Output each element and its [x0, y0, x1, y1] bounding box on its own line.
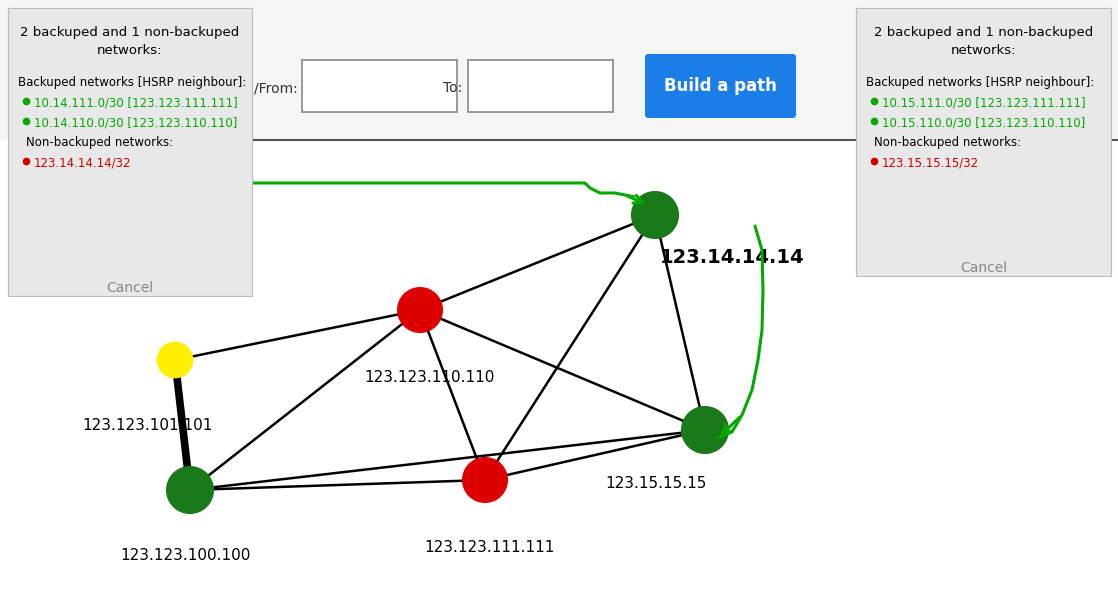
Text: 123.123.100.100: 123.123.100.100 — [120, 548, 250, 563]
Bar — [468, 60, 613, 112]
Point — [411, 305, 429, 315]
Text: 123.123.101.101: 123.123.101.101 — [83, 418, 214, 433]
Point — [646, 211, 664, 220]
Point — [697, 425, 714, 435]
Text: To:: To: — [443, 81, 462, 95]
Text: Build a path: Build a path — [664, 77, 777, 95]
Text: 123.14.14.14/32: 123.14.14.14/32 — [34, 156, 132, 169]
Text: 123.15.15.15: 123.15.15.15 — [605, 476, 707, 491]
Text: 123.15.15.15/32: 123.15.15.15/32 — [882, 156, 979, 169]
Bar — [856, 8, 1111, 276]
Text: Backuped networks [HSRP neighbour]:: Backuped networks [HSRP neighbour]: — [866, 76, 1095, 89]
Text: Cancel: Cancel — [960, 261, 1007, 275]
Text: 2 backuped and 1 non-backuped: 2 backuped and 1 non-backuped — [20, 26, 239, 39]
Text: /From:: /From: — [254, 81, 299, 95]
Text: 10.14.111.0/30 [123.123.111.111]: 10.14.111.0/30 [123.123.111.111] — [34, 96, 238, 109]
Point — [476, 475, 494, 484]
Text: 123.123.111.111: 123.123.111.111 — [425, 540, 556, 555]
Point — [167, 355, 184, 365]
Text: Non-backuped networks:: Non-backuped networks: — [874, 136, 1021, 149]
Text: 2 backuped and 1 non-backuped: 2 backuped and 1 non-backuped — [874, 26, 1093, 39]
Bar — [8, 8, 252, 296]
Text: 123.123.110.110: 123.123.110.110 — [364, 370, 495, 385]
FancyBboxPatch shape — [645, 54, 796, 118]
Text: 123.14.14.14: 123.14.14.14 — [660, 248, 805, 267]
Point — [181, 485, 199, 495]
Text: networks:: networks: — [950, 44, 1016, 57]
Text: 10.14.110.0/30 [123.123.110.110]: 10.14.110.0/30 [123.123.110.110] — [34, 116, 237, 129]
Bar — [302, 60, 457, 112]
Text: Cancel: Cancel — [106, 281, 153, 295]
Text: 10.15.110.0/30 [123.123.110.110]: 10.15.110.0/30 [123.123.110.110] — [882, 116, 1086, 129]
Text: networks:: networks: — [97, 44, 163, 57]
Text: Backuped networks [HSRP neighbour]:: Backuped networks [HSRP neighbour]: — [18, 76, 246, 89]
Text: 10.15.111.0/30 [123.123.111.111]: 10.15.111.0/30 [123.123.111.111] — [882, 96, 1086, 109]
Bar — [0, 0, 1118, 140]
Text: Non-backuped networks:: Non-backuped networks: — [26, 136, 173, 149]
